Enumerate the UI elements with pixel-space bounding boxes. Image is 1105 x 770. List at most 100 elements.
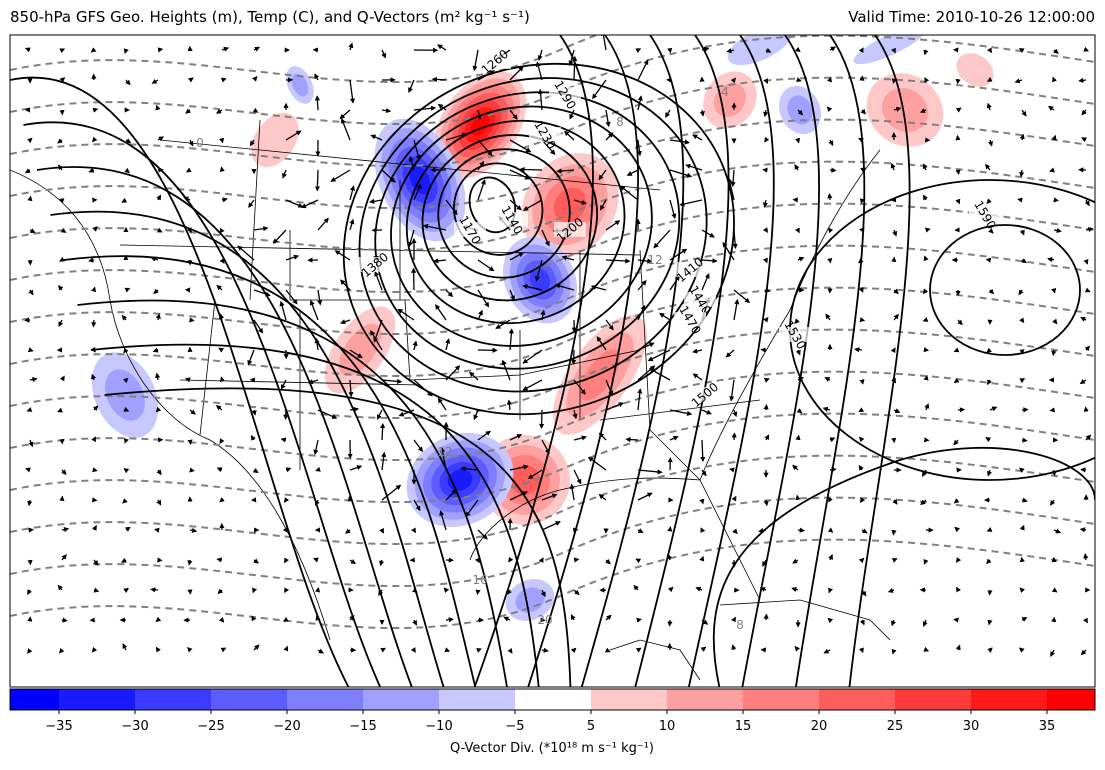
q-vector (286, 647, 287, 650)
q-vector (1082, 650, 1086, 655)
q-vector (603, 31, 606, 50)
q-vector (89, 170, 94, 172)
q-vector (340, 110, 350, 118)
q-vector (1051, 650, 1054, 656)
temp-label: 4 (721, 85, 729, 99)
colorbar-tick-label: 10 (659, 719, 676, 734)
q-vector (187, 170, 190, 172)
q-vector (190, 410, 195, 414)
temp-contour (10, 330, 1095, 418)
q-vector (828, 107, 830, 110)
q-vector (925, 50, 926, 54)
q-vector (314, 559, 318, 560)
q-vector (634, 586, 638, 590)
q-vector (1051, 410, 1054, 411)
q-vector (154, 350, 158, 352)
q-vector (370, 200, 382, 202)
q-vector (28, 410, 30, 411)
q-vector (1022, 379, 1024, 380)
q-vector (987, 200, 990, 203)
q-vector (825, 378, 830, 380)
q-vector (862, 620, 864, 624)
q-vector (574, 470, 581, 483)
q-vector (123, 500, 126, 503)
temp-label: 12 (647, 253, 662, 267)
q-vector (670, 200, 675, 218)
shade (722, 17, 798, 74)
valid-time: Valid Time: 2010-10-26 12:00:00 (848, 8, 1095, 26)
q-vector (734, 617, 735, 620)
colorbar-bin (895, 689, 971, 710)
q-vector (702, 410, 711, 414)
q-vector (444, 588, 446, 590)
q-vector (219, 348, 222, 350)
q-vector (222, 260, 224, 263)
q-vector (1022, 110, 1026, 116)
q-vector (350, 80, 353, 103)
q-vector (824, 408, 830, 410)
q-vector (990, 648, 992, 650)
colorbar-bin (439, 689, 515, 710)
map: 1260129012301200114011701410144014701500… (10, 0, 1105, 700)
q-vector (409, 230, 414, 246)
q-vector (862, 650, 863, 652)
q-vector (798, 258, 803, 260)
q-vector (523, 380, 542, 390)
q-vector (987, 560, 990, 563)
q-vector (311, 301, 318, 320)
q-vector (988, 104, 990, 110)
q-vector (317, 170, 318, 190)
q-vector (189, 560, 190, 565)
q-vector (350, 466, 361, 470)
q-vector (222, 79, 226, 80)
q-vector (222, 620, 224, 622)
colorbar-bin (59, 689, 135, 710)
q-vector (955, 350, 958, 351)
q-vector (478, 260, 494, 271)
q-vector (958, 108, 961, 110)
q-vector (894, 315, 898, 320)
q-vector (1085, 554, 1086, 560)
q-vector (446, 339, 449, 350)
q-vector (382, 110, 390, 111)
q-vector (862, 380, 863, 384)
q-vector (156, 648, 158, 650)
q-vector (1022, 350, 1023, 354)
q-vector (126, 80, 130, 85)
q-vector (955, 380, 958, 383)
q-vector (666, 110, 670, 117)
q-vector (861, 500, 862, 502)
q-vector (542, 558, 543, 560)
q-vector (734, 230, 735, 248)
q-vector (30, 230, 35, 232)
q-vector (1082, 110, 1086, 115)
q-vector (628, 170, 638, 175)
colorbar-bin (819, 689, 895, 710)
q-vector (860, 437, 862, 440)
q-vector (702, 440, 703, 461)
q-vector (573, 350, 574, 364)
q-vector (701, 528, 702, 530)
q-vector (282, 439, 286, 440)
q-vector (126, 588, 128, 590)
q-vector (188, 648, 190, 650)
q-vector (94, 470, 97, 471)
q-vector (926, 229, 930, 230)
q-vector (766, 500, 767, 505)
q-vector (158, 137, 163, 140)
q-vector (26, 170, 30, 173)
q-vector (606, 110, 609, 126)
height-contour (794, 35, 864, 700)
q-vector (254, 47, 259, 50)
q-vector (702, 500, 703, 503)
q-vector (58, 586, 62, 590)
q-vector (414, 530, 415, 532)
colorbar-tick-label: 15 (735, 719, 752, 734)
q-vector (1018, 199, 1022, 200)
q-vector (414, 620, 416, 625)
q-vector (158, 195, 160, 200)
q-vector (606, 650, 610, 652)
q-vector (382, 530, 383, 533)
q-vector (1020, 468, 1022, 470)
q-vector (798, 436, 799, 440)
